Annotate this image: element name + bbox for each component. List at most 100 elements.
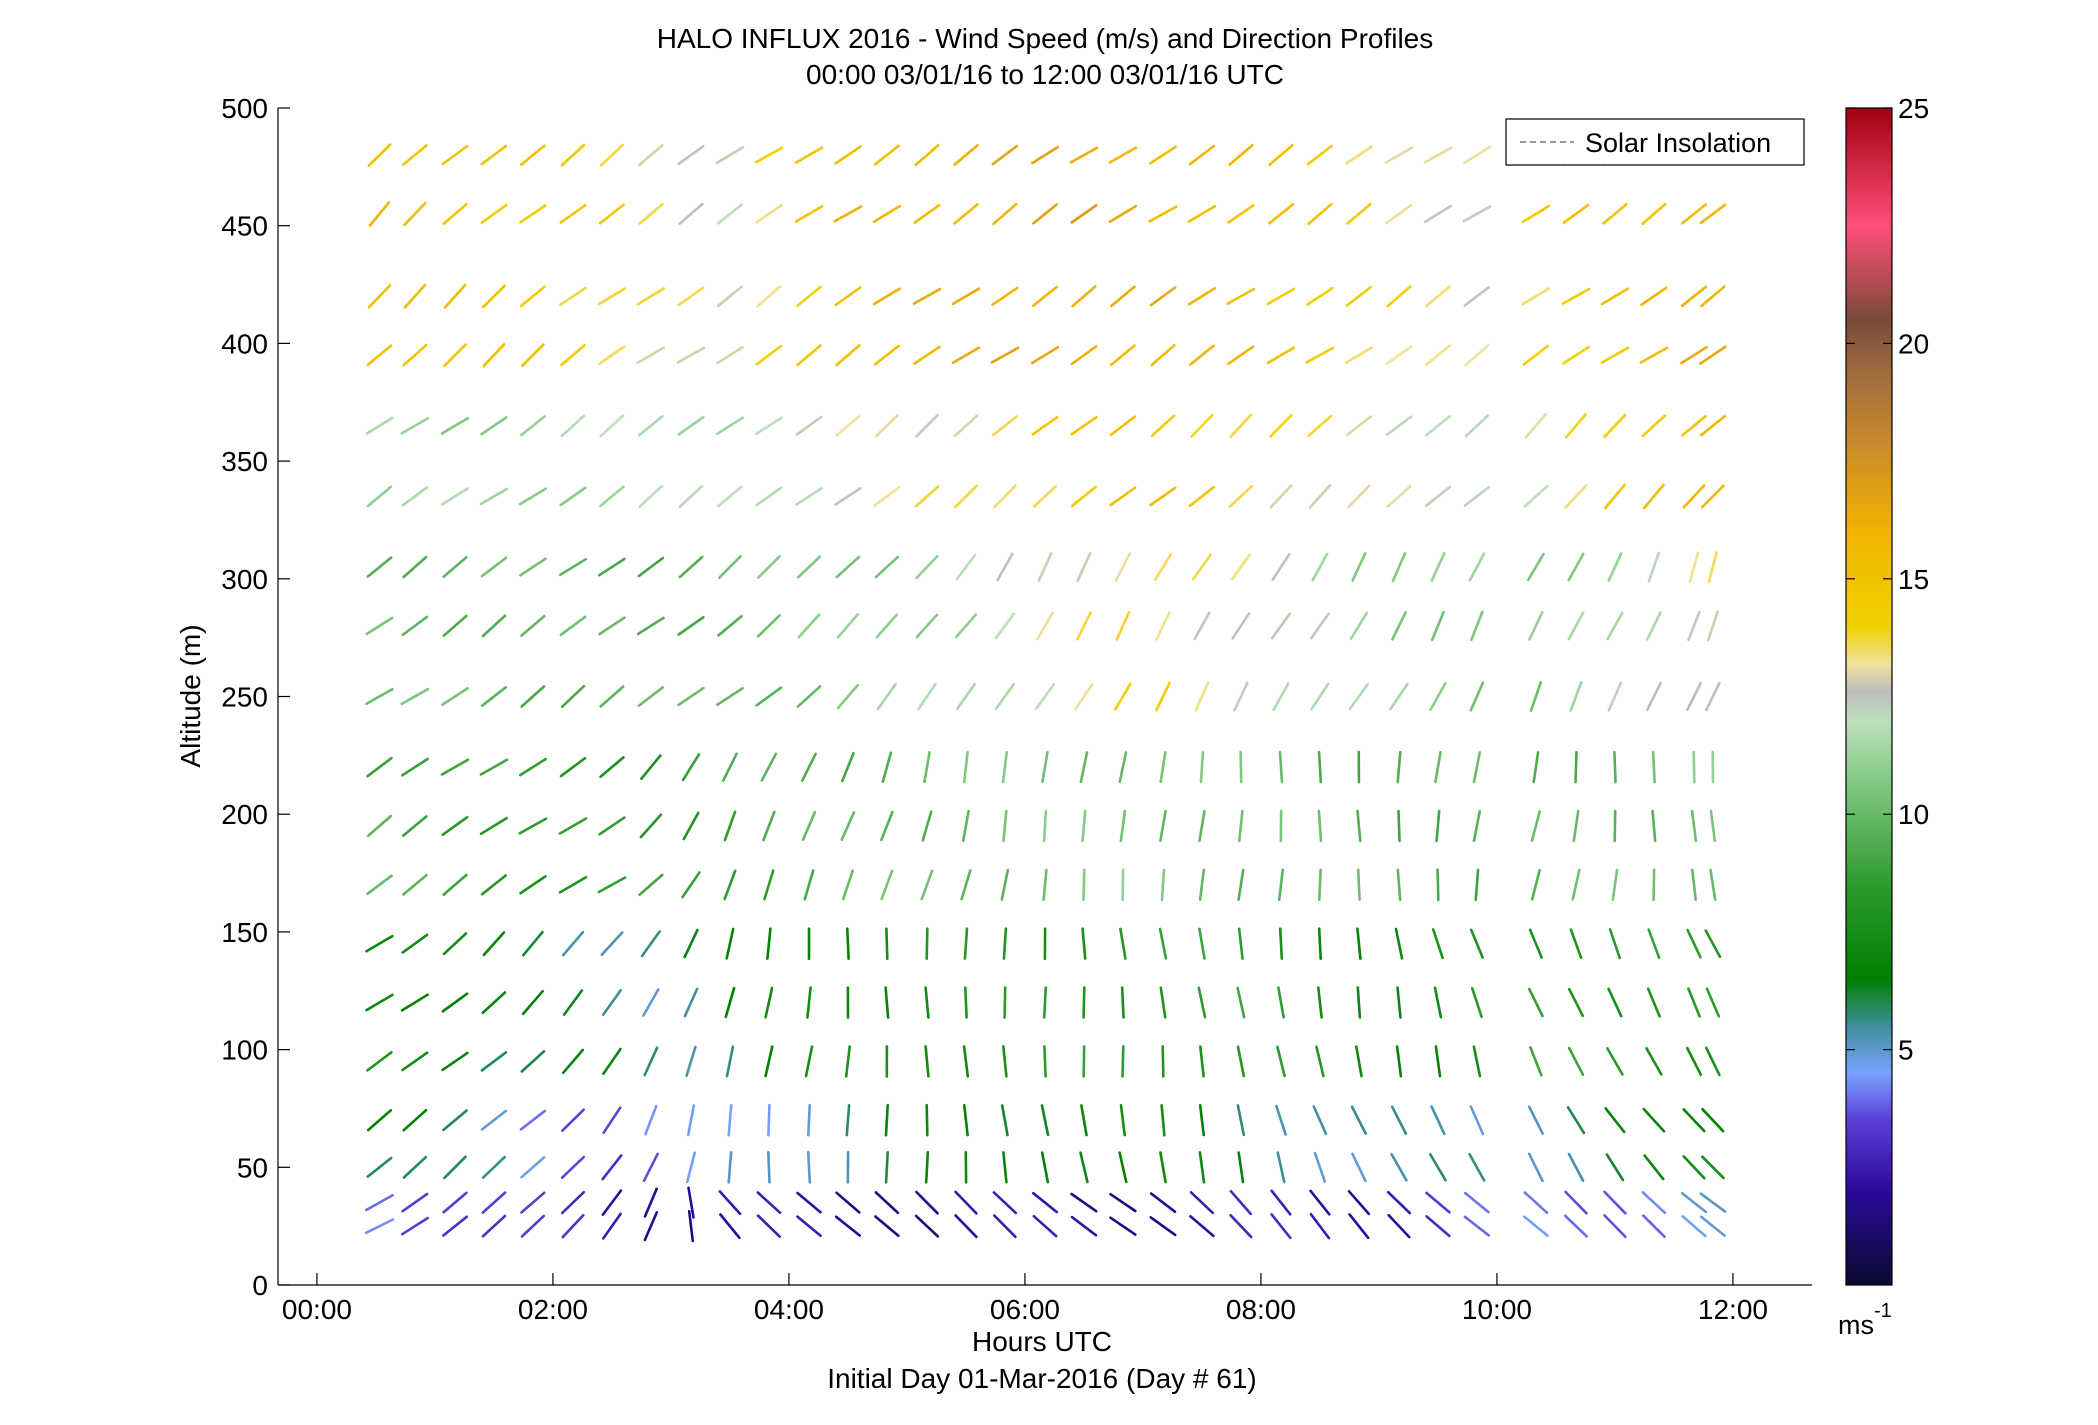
wind-vector bbox=[1606, 1047, 1624, 1076]
y-tick-label: 150 bbox=[221, 917, 268, 948]
y-tick-label: 400 bbox=[221, 328, 268, 359]
wind-vector bbox=[1472, 809, 1482, 843]
wind-vector bbox=[601, 1189, 623, 1216]
wind-vector bbox=[365, 416, 394, 435]
wind-vector bbox=[558, 875, 588, 894]
wind-vector bbox=[1564, 1190, 1588, 1215]
wind-vector bbox=[1463, 1215, 1490, 1237]
wind-vector bbox=[1464, 414, 1490, 438]
wind-vector bbox=[1396, 868, 1402, 902]
wind-vector bbox=[1119, 927, 1127, 960]
wind-vector bbox=[558, 817, 588, 835]
wind-vector bbox=[636, 287, 666, 306]
wind-vector bbox=[1227, 204, 1255, 224]
wind-vector bbox=[1602, 203, 1628, 225]
wind-vector bbox=[1159, 986, 1167, 1019]
wind-vector bbox=[1641, 1191, 1667, 1215]
wind-vector bbox=[1639, 346, 1669, 364]
wind-vector bbox=[1081, 809, 1087, 843]
wind-vector bbox=[1002, 927, 1008, 960]
wind-vector bbox=[1469, 928, 1484, 959]
wind-vector bbox=[519, 1109, 547, 1131]
wind-vector bbox=[1076, 611, 1092, 641]
wind-vector bbox=[401, 815, 428, 837]
wind-vector bbox=[874, 413, 899, 438]
wind-vector bbox=[1032, 203, 1058, 225]
wind-vector bbox=[365, 1194, 394, 1212]
wind-vector bbox=[1686, 928, 1702, 959]
wind-vector bbox=[1306, 144, 1334, 166]
wind-vector bbox=[1468, 1152, 1486, 1182]
wind-vector bbox=[366, 756, 393, 778]
wind-vector bbox=[1229, 413, 1253, 439]
wind-vector bbox=[953, 144, 979, 167]
wind-vector bbox=[1034, 683, 1056, 710]
wind-vector bbox=[643, 1211, 659, 1242]
wind-vector bbox=[1317, 809, 1323, 843]
wind-vector bbox=[1646, 611, 1662, 641]
wind-vector bbox=[884, 1103, 890, 1137]
y-tick-label: 350 bbox=[221, 446, 268, 477]
wind-vector bbox=[841, 869, 855, 901]
wind-vector bbox=[1431, 928, 1444, 960]
wind-vector bbox=[1030, 345, 1060, 365]
wind-vector bbox=[872, 287, 902, 306]
wind-vector bbox=[884, 986, 890, 1019]
wind-vector bbox=[1148, 205, 1178, 223]
wind-vector bbox=[1682, 484, 1706, 509]
wind-vector bbox=[1198, 927, 1206, 960]
wind-vector bbox=[1228, 484, 1254, 508]
wind-vector bbox=[1345, 415, 1372, 437]
wind-vector bbox=[366, 874, 393, 896]
wind-vector bbox=[402, 343, 428, 367]
wind-vector bbox=[1227, 345, 1255, 366]
wind-vector bbox=[953, 414, 979, 438]
wind-vector bbox=[1003, 986, 1007, 1019]
wind-vector bbox=[1682, 1155, 1706, 1180]
wind-vector bbox=[1307, 414, 1333, 438]
wind-vector bbox=[991, 286, 1019, 307]
wind-vector bbox=[1189, 344, 1215, 366]
wind-vector bbox=[1198, 868, 1206, 902]
wind-vector bbox=[1270, 612, 1292, 640]
wind-vector bbox=[637, 686, 665, 707]
x-tick-label: 00:00 bbox=[282, 1294, 352, 1325]
wind-vector bbox=[366, 814, 393, 838]
wind-vector bbox=[872, 204, 902, 223]
wind-vector bbox=[718, 1190, 742, 1215]
wind-vector bbox=[1276, 1045, 1286, 1078]
wind-vector bbox=[687, 1186, 695, 1219]
wind-vector bbox=[637, 414, 664, 437]
wind-vector bbox=[915, 1190, 939, 1215]
wind-vector bbox=[481, 1191, 507, 1214]
wind-vector bbox=[366, 1109, 393, 1132]
wind-vector bbox=[520, 685, 546, 708]
wind-vector bbox=[560, 414, 586, 438]
wind-vector bbox=[1119, 809, 1127, 843]
wind-vector bbox=[1699, 345, 1727, 365]
wind-vector bbox=[1317, 750, 1323, 784]
wind-vector bbox=[1606, 611, 1624, 641]
wind-vector bbox=[795, 486, 823, 506]
wind-vector bbox=[794, 146, 824, 164]
wind-vector bbox=[442, 1191, 468, 1214]
wind-vector bbox=[1042, 868, 1048, 902]
wind-vector bbox=[1434, 1045, 1442, 1078]
wind-vector bbox=[991, 144, 1019, 166]
wind-vector bbox=[915, 554, 939, 580]
wind-vector bbox=[1423, 146, 1453, 164]
wind-vector bbox=[560, 1108, 586, 1132]
wind-vector bbox=[1613, 809, 1617, 843]
wind-vector bbox=[1074, 682, 1094, 711]
wind-vector bbox=[1356, 927, 1362, 960]
wind-vector bbox=[519, 415, 546, 437]
colorbar-tick-label: 20 bbox=[1898, 328, 1929, 359]
wind-vector bbox=[1160, 868, 1166, 902]
wind-vector bbox=[640, 930, 661, 958]
wind-vector bbox=[366, 556, 393, 578]
x-tick-label: 04:00 bbox=[754, 1294, 824, 1325]
wind-vector bbox=[1032, 285, 1058, 308]
wind-vector bbox=[561, 1048, 585, 1075]
wind-vector bbox=[1642, 1214, 1666, 1238]
